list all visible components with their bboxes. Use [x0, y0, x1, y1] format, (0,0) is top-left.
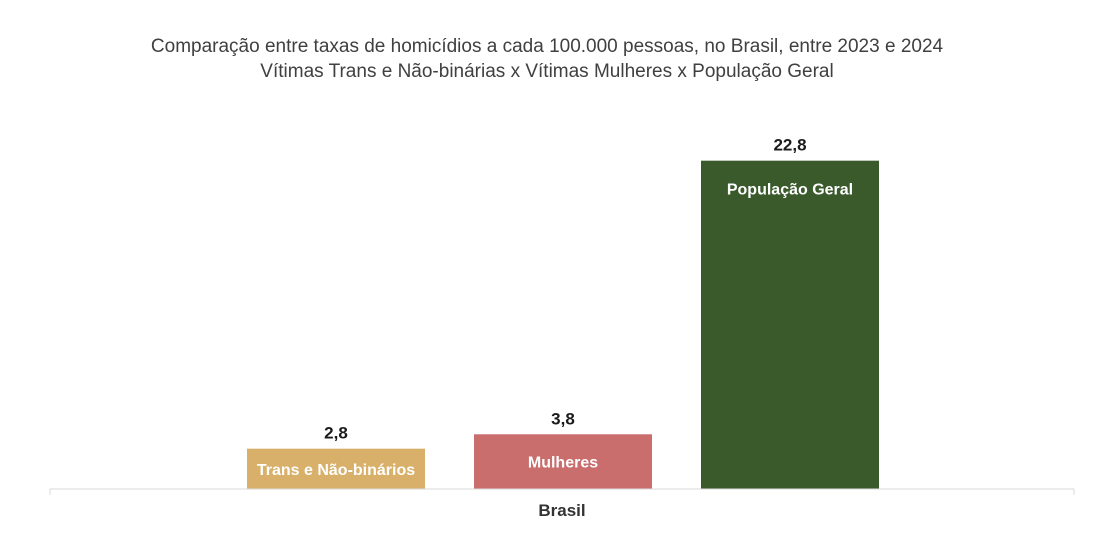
chart-subtitle: Vítimas Trans e Não-binárias x Vítimas M…	[260, 61, 833, 82]
x-tick-label: Brasil	[538, 501, 585, 520]
series-label-populacao-geral: População Geral	[727, 182, 853, 199]
bar-populacao-geral	[701, 160, 879, 489]
bar-trans-e-nao-binarios	[247, 448, 425, 489]
bars-group: 2,8 Trans e Não-binários 3,8 Mulheres 22,8 Po…	[247, 136, 879, 489]
value-label-trans-e-nao-binarios: 2,8	[324, 424, 348, 443]
chart-title: Comparação entre taxas de homicídios a c…	[151, 36, 944, 57]
series-label-mulheres: Mulheres	[528, 455, 598, 472]
value-label-mulheres: 3,8	[551, 409, 575, 428]
value-label-populacao-geral: 22,8	[773, 136, 806, 155]
series-label-trans-e-nao-binarios: Trans e Não-binários	[257, 462, 415, 479]
bar-mulheres	[474, 434, 652, 489]
